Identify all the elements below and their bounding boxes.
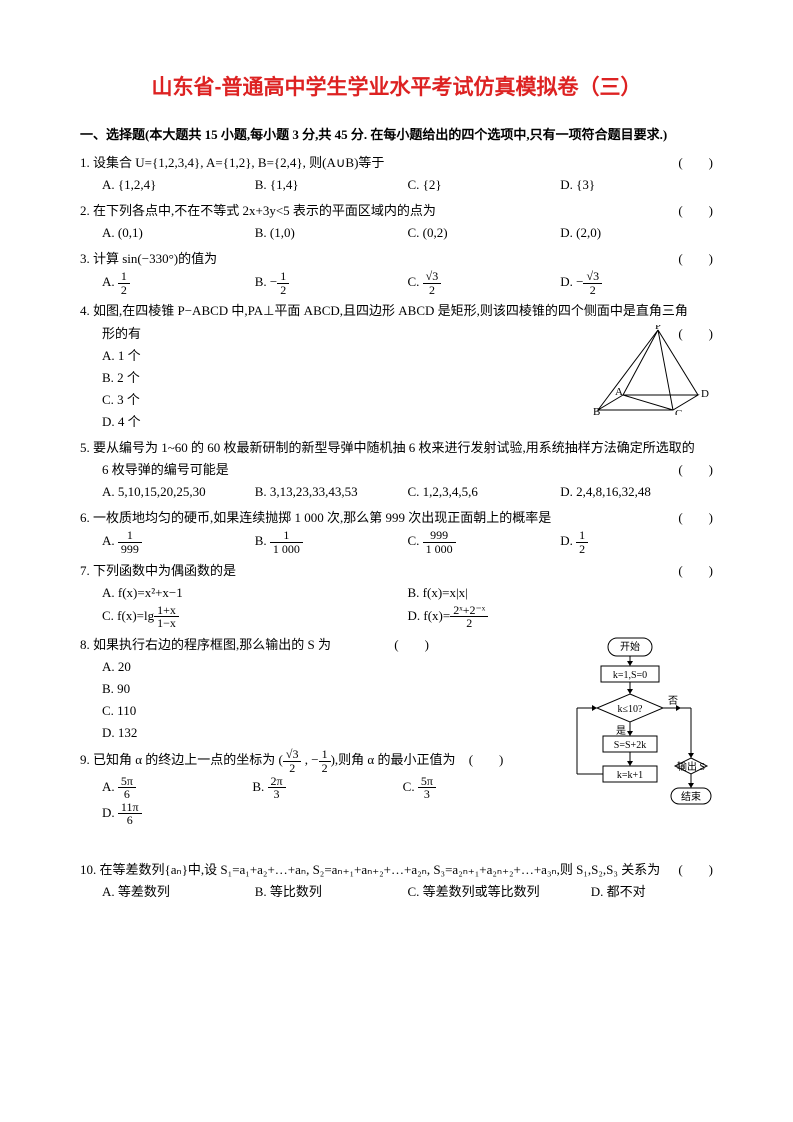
q10-opt-a: A. 等差数列	[102, 881, 255, 903]
q3-opt-a: A. 12	[102, 270, 255, 296]
q8-text: 8. 如果执行右边的程序框图,那么输出的 S 为	[80, 637, 331, 652]
q2-opt-c: C. (0,2)	[408, 222, 561, 244]
svg-text:C: C	[675, 408, 682, 415]
question-8: 8. 如果执行右边的程序框图,那么输出的 S 为 ( ) A. 20 B. 90…	[80, 634, 713, 744]
answer-paren: ( )	[678, 248, 713, 270]
answer-paren: ( )	[678, 152, 713, 174]
question-3: 3. 计算 sin(−330°)的值为 ( ) A. 12 B. −12 C. …	[80, 248, 713, 296]
q7-text: 7. 下列函数中为偶函数的是	[80, 560, 713, 582]
question-5: 5. 要从编号为 1~60 的 60 枚最新研制的新型导弹中随机抽 6 枚来进行…	[80, 437, 713, 503]
svg-text:D: D	[701, 388, 709, 400]
answer-paren: ( )	[678, 507, 713, 529]
q6-opt-b: B. 11 000	[255, 529, 408, 555]
svg-text:B: B	[593, 406, 600, 415]
q3-text: 3. 计算 sin(−330°)的值为	[80, 248, 713, 270]
q10-text: 10. 在等差数列{aₙ}中,设 S₁=a₁+a₂+…+aₙ, S₂=aₙ₊₁+…	[80, 859, 713, 881]
q5-opt-c: C. 1,2,3,4,5,6	[408, 481, 561, 503]
answer-paren: ( )	[678, 323, 713, 345]
q9-opt-d: D. 11π6	[102, 801, 553, 827]
q2-opt-a: A. (0,1)	[102, 222, 255, 244]
q5-opt-b: B. 3,13,23,33,43,53	[255, 481, 408, 503]
q10-opt-b: B. 等比数列	[255, 881, 408, 903]
q8-opt-a: A. 20	[102, 656, 713, 678]
q1-opt-d: D. {3}	[560, 174, 713, 196]
q5-opt-a: A. 5,10,15,20,25,30	[102, 481, 255, 503]
q3-opt-b: B. −12	[255, 270, 408, 296]
question-10: 10. 在等差数列{aₙ}中,设 S₁=a₁+a₂+…+aₙ, S₂=aₙ₊₁+…	[80, 859, 713, 903]
q8-opt-b: B. 90	[102, 678, 713, 700]
page-title: 山东省-普通高中学生学业水平考试仿真模拟卷（三）	[80, 70, 713, 106]
answer-paren: ( )	[678, 459, 713, 481]
svg-text:A: A	[615, 386, 623, 398]
question-1: 1. 设集合 U={1,2,3,4}, A={1,2}, B={2,4}, 则(…	[80, 152, 713, 196]
q9-opt-b: B. 2π3	[252, 775, 402, 801]
q5-opt-d: D. 2,4,8,16,32,48	[560, 481, 713, 503]
q10-opt-c: C. 等差数列或等比数列	[408, 881, 591, 903]
q1-opt-c: C. {2}	[408, 174, 561, 196]
answer-paren: ( )	[469, 752, 504, 767]
q2-text: 2. 在下列各点中,不在不等式 2x+3y<5 表示的平面区域内的点为	[80, 200, 713, 222]
q1-text: 1. 设集合 U={1,2,3,4}, A={1,2}, B={2,4}, 则(…	[80, 152, 713, 174]
q6-opt-c: C. 9991 000	[408, 529, 561, 555]
q7-opt-c: C. f(x)=lg1+x1−x	[102, 604, 408, 630]
question-7: 7. 下列函数中为偶函数的是 ( ) A. f(x)=x²+x−1 B. f(x…	[80, 560, 713, 630]
q2-opt-b: B. (1,0)	[255, 222, 408, 244]
q6-opt-a: A. 1999	[102, 529, 255, 555]
q7-opt-b: B. f(x)=x|x|	[408, 582, 714, 604]
question-2: 2. 在下列各点中,不在不等式 2x+3y<5 表示的平面区域内的点为 ( ) …	[80, 200, 713, 244]
q10-opt-d: D. 都不对	[591, 881, 713, 903]
section-heading: 一、选择题(本大题共 15 小题,每小题 3 分,共 45 分. 在每小题给出的…	[80, 124, 713, 146]
answer-paren: ( )	[678, 859, 713, 881]
q8-opt-c: C. 110	[102, 700, 713, 722]
q7-opt-d: D. f(x)=2ˣ+2⁻ˣ2	[408, 604, 714, 630]
q5-text: 5. 要从编号为 1~60 的 60 枚最新研制的新型导弹中随机抽 6 枚来进行…	[80, 437, 713, 459]
q7-opt-a: A. f(x)=x²+x−1	[102, 582, 408, 604]
question-9: 9. 已知角 α 的终边上一点的坐标为 (√32 , −12),则角 α 的最小…	[80, 748, 713, 827]
question-6: 6. 一枚质地均匀的硬币,如果连续抛掷 1 000 次,那么第 999 次出现正…	[80, 507, 713, 555]
q4-text: 4. 如图,在四棱锥 P−ABCD 中,PA⊥平面 ABCD,且四边形 ABCD…	[80, 300, 713, 322]
q1-opt-b: B. {1,4}	[255, 174, 408, 196]
q9-opt-a: A. 5π6	[102, 775, 252, 801]
q3-opt-d: D. −√32	[560, 270, 713, 296]
q6-text: 6. 一枚质地均匀的硬币,如果连续抛掷 1 000 次,那么第 999 次出现正…	[80, 507, 713, 529]
q1-opt-a: A. {1,2,4}	[102, 174, 255, 196]
q4-text2: 形的有	[102, 326, 141, 341]
q8-opt-d: D. 132	[102, 722, 713, 744]
answer-paren: ( )	[678, 560, 713, 582]
q9-opt-c: C. 5π3	[403, 775, 553, 801]
q5-text2: 6 枚导弹的编号可能是	[102, 462, 229, 477]
q2-opt-d: D. (2,0)	[560, 222, 713, 244]
q3-opt-c: C. √32	[408, 270, 561, 296]
answer-paren: ( )	[394, 637, 429, 652]
question-4: 4. 如图,在四棱锥 P−ABCD 中,PA⊥平面 ABCD,且四边形 ABCD…	[80, 300, 713, 433]
answer-paren: ( )	[678, 200, 713, 222]
q6-opt-d: D. 12	[560, 529, 713, 555]
q9-text: 9. 已知角 α 的终边上一点的坐标为 (√32 , −12),则角 α 的最小…	[80, 752, 459, 767]
